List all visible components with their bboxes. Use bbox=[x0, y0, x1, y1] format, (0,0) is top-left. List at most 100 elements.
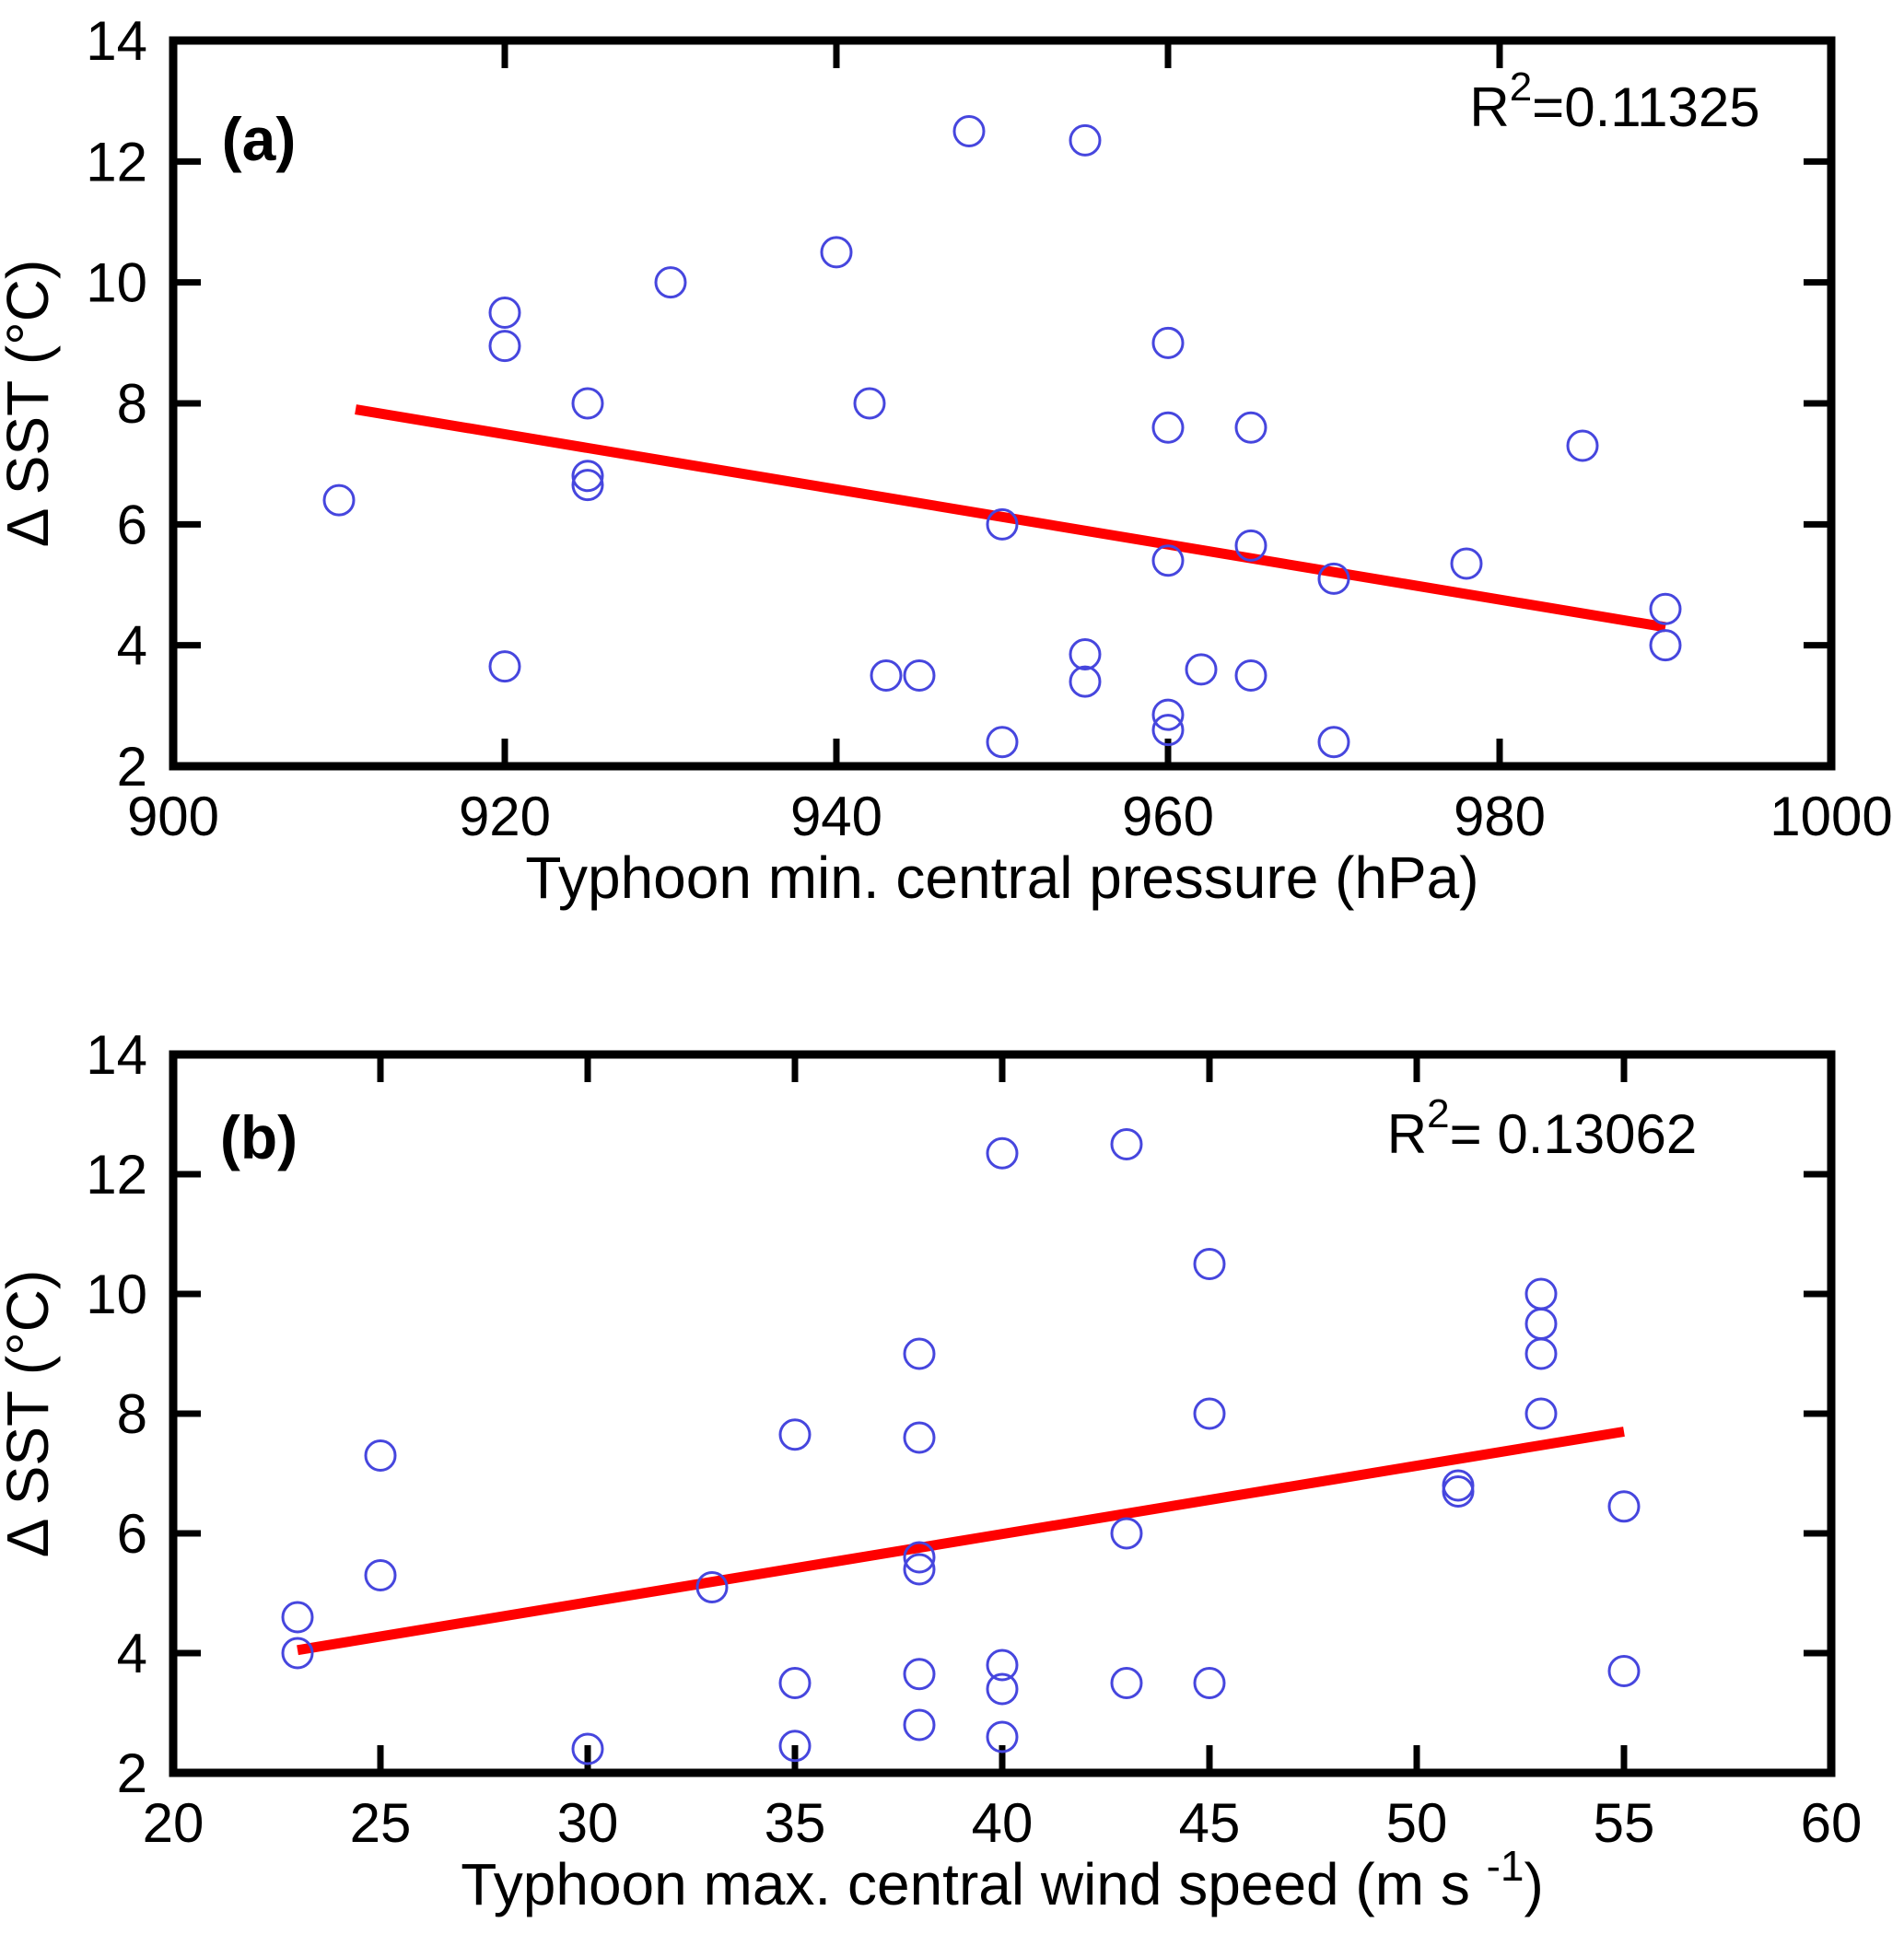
scatter-point bbox=[1524, 1397, 1558, 1430]
scatter-point bbox=[1069, 123, 1102, 157]
scatter-point bbox=[903, 1541, 936, 1574]
regression-line bbox=[355, 404, 1666, 633]
x-axis-label: Typhoon max. central wind speed (m s -1) bbox=[461, 1842, 1544, 1917]
scatter-point bbox=[1317, 726, 1350, 759]
scatter-point bbox=[1193, 1397, 1226, 1430]
scatter-point bbox=[1234, 659, 1267, 692]
x-tick-label: 980 bbox=[1454, 786, 1546, 847]
scatter-point bbox=[695, 1571, 729, 1603]
y-tick-label: 12 bbox=[86, 1144, 147, 1206]
scatter-point bbox=[870, 659, 903, 692]
axes-frame bbox=[169, 36, 1836, 771]
scatter-point bbox=[986, 1672, 1019, 1706]
scatter-point bbox=[1607, 1490, 1641, 1523]
scatter-point bbox=[1649, 592, 1682, 625]
scatter-point bbox=[986, 726, 1019, 759]
scatter-point bbox=[1524, 1308, 1558, 1340]
scatter-point bbox=[1450, 547, 1483, 580]
scatter-point bbox=[853, 387, 886, 420]
x-axis-label: Typhoon min. central pressure (hPa) bbox=[525, 845, 1478, 911]
y-axis-label: Δ SST (°C) bbox=[0, 1270, 61, 1558]
scatter-point bbox=[820, 236, 853, 269]
scatter-point bbox=[364, 1559, 397, 1591]
scatter-point bbox=[986, 1136, 1019, 1170]
scatter-point bbox=[1649, 629, 1682, 662]
panel-label: (b) bbox=[220, 1103, 298, 1171]
y-tick-label: 10 bbox=[86, 252, 147, 314]
scatter-point bbox=[1607, 1655, 1641, 1687]
y-tick-label: 6 bbox=[117, 494, 147, 555]
y-tick-label: 10 bbox=[86, 1264, 147, 1325]
scatter-point bbox=[903, 1337, 936, 1370]
scatter-point bbox=[571, 387, 604, 420]
scatter-point bbox=[1110, 1667, 1143, 1699]
scatter-point bbox=[1234, 411, 1267, 444]
x-tick-label: 40 bbox=[972, 1792, 1034, 1854]
scatter-point bbox=[986, 507, 1019, 541]
scatter-point bbox=[1151, 411, 1185, 444]
scatter-point bbox=[1442, 1475, 1475, 1508]
scatter-point bbox=[364, 1439, 397, 1472]
scatter-point bbox=[778, 1418, 812, 1451]
scatter-point bbox=[986, 1720, 1019, 1753]
y-tick-label: 2 bbox=[117, 736, 147, 798]
x-tick-label: 900 bbox=[127, 786, 219, 847]
x-tick-label: 920 bbox=[459, 786, 551, 847]
axes-frame bbox=[169, 1050, 1836, 1777]
scatter-point bbox=[1151, 698, 1185, 731]
scatter-point bbox=[986, 1649, 1019, 1682]
scatter-point bbox=[1151, 714, 1185, 747]
scatter-point bbox=[488, 330, 521, 363]
x-tick-label: 20 bbox=[143, 1792, 204, 1854]
y-tick-label: 4 bbox=[117, 1623, 147, 1684]
scatter-point bbox=[1069, 638, 1102, 671]
scatter-point bbox=[952, 115, 986, 147]
scatter-point bbox=[322, 484, 356, 517]
scatter-point bbox=[1110, 1128, 1143, 1160]
scatter-point bbox=[1151, 326, 1185, 359]
regression-line bbox=[297, 1427, 1625, 1656]
scatter-point bbox=[488, 297, 521, 329]
scatter-point bbox=[1193, 1248, 1226, 1280]
scatter-point bbox=[1524, 1277, 1558, 1311]
r-squared-annotation: R2=0.11325 bbox=[1469, 64, 1759, 138]
x-tick-label: 60 bbox=[1801, 1792, 1863, 1854]
scatter-point bbox=[571, 460, 604, 493]
scatter-point bbox=[903, 1421, 936, 1454]
scatter-point bbox=[1151, 544, 1185, 577]
panel-b: 20 25 30 35 40 45 50 55 60 2 4 6 8 10 12 14 (b) R2= 0.130… bbox=[0, 1024, 1862, 1917]
x-tick-label: 30 bbox=[557, 1792, 619, 1854]
x-tick-label: 25 bbox=[350, 1792, 412, 1854]
scatter-point bbox=[488, 650, 521, 683]
y-axis-label: Δ SST (°C) bbox=[0, 260, 61, 548]
scatter-point bbox=[571, 469, 604, 502]
y-tick-label: 12 bbox=[86, 131, 147, 192]
x-tick-label: 940 bbox=[790, 786, 882, 847]
x-tick-label: 960 bbox=[1122, 786, 1214, 847]
scatter-point bbox=[1185, 653, 1218, 686]
x-tick-label: 35 bbox=[765, 1792, 826, 1854]
scatter-point bbox=[1317, 562, 1350, 595]
scatter-point bbox=[281, 1637, 314, 1670]
scatter-point bbox=[903, 659, 936, 692]
scatter-point bbox=[903, 1658, 936, 1691]
panel-label: (a) bbox=[222, 105, 297, 173]
r-squared-annotation: R2= 0.13062 bbox=[1387, 1091, 1697, 1165]
scatter-point bbox=[1524, 1337, 1558, 1370]
scatter-point bbox=[1069, 665, 1102, 698]
y-tick-label: 8 bbox=[117, 373, 147, 435]
y-tick-label: 4 bbox=[117, 615, 147, 677]
scatter-point bbox=[903, 1708, 936, 1742]
scatter-point bbox=[903, 1553, 936, 1586]
scatter-point bbox=[1234, 529, 1267, 562]
y-tick-label: 6 bbox=[117, 1503, 147, 1565]
panel-a: 900 920 940 960 980 1000 2 4 6 8 10 12 14 (a) R2=0.113… bbox=[0, 10, 1893, 911]
x-tick-label: 55 bbox=[1594, 1792, 1655, 1854]
y-tick-label: 14 bbox=[86, 1024, 147, 1086]
scatter-point bbox=[1442, 1469, 1475, 1502]
x-tick-label: 45 bbox=[1179, 1792, 1241, 1854]
scatter-point bbox=[654, 266, 687, 299]
y-tick-label: 8 bbox=[117, 1383, 147, 1445]
